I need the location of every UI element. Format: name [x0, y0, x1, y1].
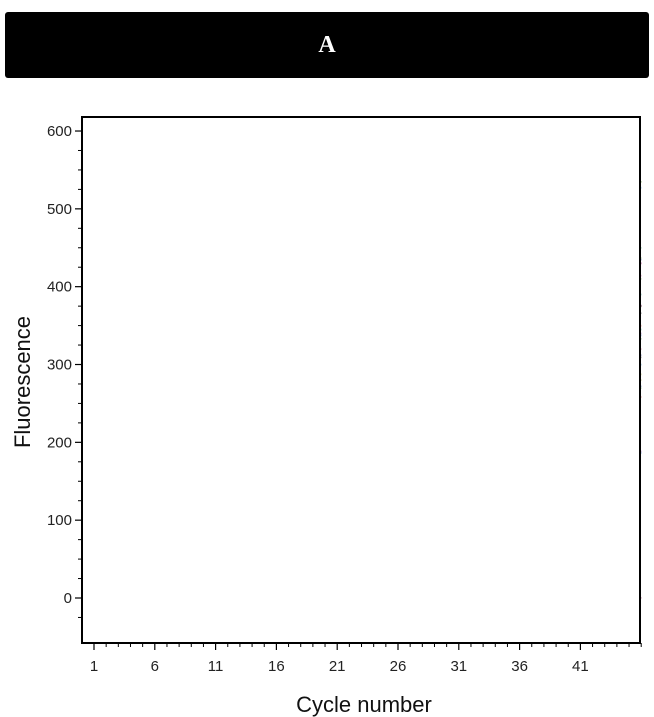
y-tick-label: 500 [47, 201, 72, 218]
x-axis-title: Cycle number [296, 692, 432, 717]
plot-frame [81, 116, 641, 644]
x-tick-label: 26 [390, 658, 407, 675]
y-tick-label: 300 [47, 357, 72, 374]
y-tick-label: 200 [47, 434, 72, 451]
x-tick-label: 31 [450, 658, 467, 675]
y-tick-label: 0 [64, 590, 72, 607]
axes [75, 116, 642, 650]
y-tick-label: 100 [47, 512, 72, 529]
x-tick-label: 21 [329, 658, 346, 675]
x-tick-label: 41 [572, 658, 589, 675]
y-tick-label: 600 [47, 123, 72, 140]
panel-header: A [5, 12, 649, 78]
y-tick-label: 400 [47, 279, 72, 296]
y-axis-title: Fluorescence [10, 316, 35, 448]
x-tick-label: 16 [268, 658, 285, 675]
x-tick-label: 36 [511, 658, 528, 675]
x-tick-label: 6 [151, 658, 159, 675]
x-tick-label: 1 [90, 658, 98, 675]
x-tick-label: 11 [208, 658, 224, 675]
panel-label: A [318, 31, 336, 58]
